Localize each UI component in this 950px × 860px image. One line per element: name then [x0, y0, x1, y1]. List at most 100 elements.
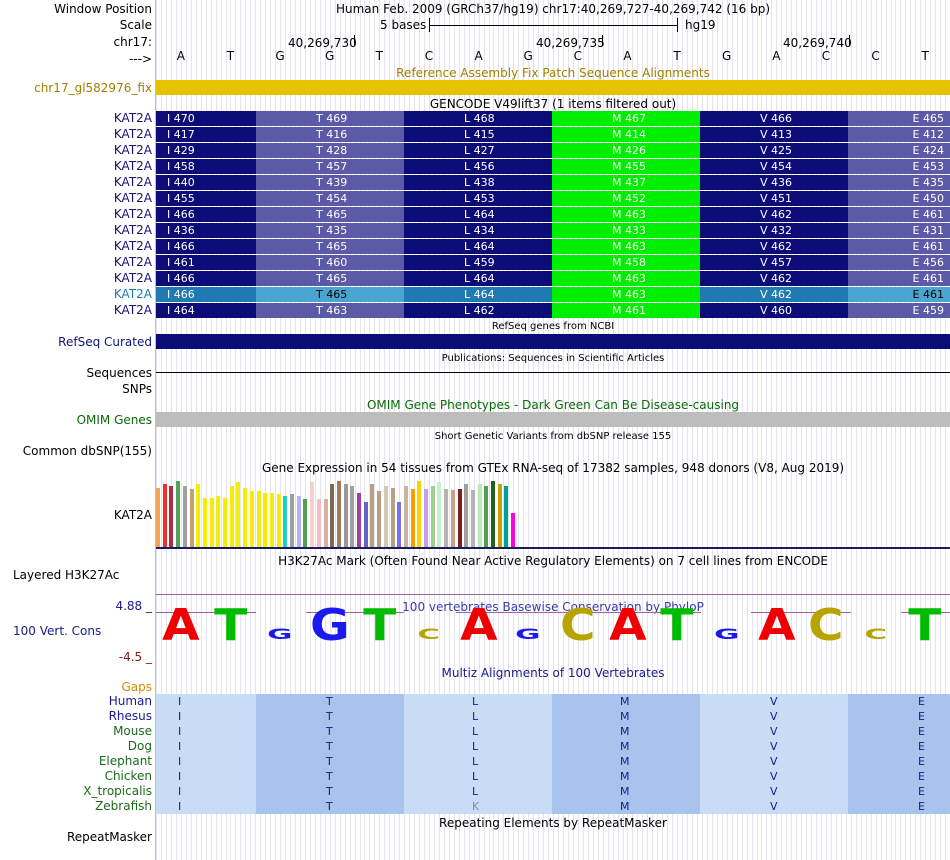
gtex-tissue-bar[interactable]: [477, 484, 482, 547]
omim-track-label[interactable]: OMIM Genes: [76, 413, 152, 427]
gtex-tissue-bar[interactable]: [202, 497, 207, 547]
gencode-gene-label[interactable]: KAT2A: [113, 287, 152, 301]
gtex-tissue-bar[interactable]: [457, 488, 462, 547]
repeatmasker-track-label[interactable]: RepeatMasker: [66, 830, 152, 844]
gencode-transcript-row[interactable]: I 466 T 465 L 464 M 463 V 462 E 461: [156, 239, 950, 254]
refseq-gene-bar[interactable]: [156, 334, 950, 349]
gtex-tissue-bar[interactable]: [209, 497, 214, 547]
dbsnp-track-label[interactable]: Common dbSNP(155): [22, 444, 152, 458]
gtex-tissue-bar[interactable]: [377, 490, 382, 547]
species-label[interactable]: Mouse: [113, 724, 152, 738]
species-label[interactable]: Elephant: [98, 754, 152, 768]
gencode-transcript-row[interactable]: I 466 T 465 L 464 M 463 V 462 E 461: [156, 207, 950, 222]
gtex-tissue-bar[interactable]: [430, 486, 435, 547]
gtex-tissue-bar[interactable]: [236, 482, 241, 547]
omim-bar[interactable]: [156, 412, 950, 427]
gtex-tissue-bar[interactable]: [357, 492, 361, 547]
gtex-tissue-bar[interactable]: [511, 512, 516, 547]
fix-patch-bar[interactable]: [156, 80, 950, 95]
h3k27ac-track-label[interactable]: Layered H3K27Ac: [13, 568, 120, 582]
gtex-tissue-bar[interactable]: [303, 499, 308, 547]
gtex-tissue-bar[interactable]: [370, 484, 375, 547]
sequences-track-label[interactable]: Sequences: [86, 366, 152, 380]
gtex-tissue-bar[interactable]: [189, 488, 194, 547]
gencode-transcript-row[interactable]: I 429 T 428 L 427 M 426 V 425 E 424: [156, 143, 950, 158]
gtex-tissue-bar[interactable]: [470, 490, 475, 547]
species-label[interactable]: Dog: [127, 739, 152, 753]
gtex-tissue-bar[interactable]: [450, 490, 455, 547]
gtex-tissue-bar[interactable]: [383, 486, 388, 547]
gtex-tissue-bar[interactable]: [249, 490, 254, 547]
gtex-tissue-bar[interactable]: [316, 499, 321, 547]
gtex-tissue-bar[interactable]: [276, 494, 281, 547]
gencode-transcript-row[interactable]: I 436 T 435 L 434 M 433 V 432 E 431: [156, 223, 950, 238]
gencode-transcript-row[interactable]: I 466 T 465 L 464 M 463 V 462 E 461: [156, 271, 950, 286]
gtex-tissue-bar[interactable]: [350, 486, 355, 547]
gtex-tissue-bar[interactable]: [444, 488, 449, 547]
gencode-gene-label[interactable]: KAT2A: [113, 239, 152, 253]
gtex-tissue-bar[interactable]: [283, 495, 288, 547]
gencode-gene-label[interactable]: KAT2A: [113, 143, 152, 157]
track-image[interactable]: Human Feb. 2009 (GRCh37/hg19) chr17:40,2…: [156, 0, 950, 860]
gtex-tissue-bar[interactable]: [491, 481, 495, 547]
gtex-tissue-bar[interactable]: [336, 481, 341, 547]
gtex-tissue-bar[interactable]: [343, 484, 348, 547]
gtex-tissue-bar[interactable]: [169, 485, 174, 547]
gencode-transcript-row[interactable]: I 470 T 469 L 468 M 467 V 466 E 465: [156, 111, 950, 126]
cons-track-label[interactable]: 100 Vert. Cons: [13, 624, 102, 638]
gtex-tissue-bar[interactable]: [269, 492, 274, 547]
gtex-tissue-bar[interactable]: [290, 494, 294, 547]
gtex-tissue-bar[interactable]: [182, 485, 187, 547]
gencode-gene-label[interactable]: KAT2A: [113, 303, 152, 317]
gtex-tissue-bar[interactable]: [363, 502, 368, 547]
gencode-gene-label[interactable]: KAT2A: [113, 159, 152, 173]
gencode-gene-label[interactable]: KAT2A: [113, 255, 152, 269]
gtex-tissue-bar[interactable]: [504, 486, 509, 547]
gtex-tissue-bar[interactable]: [223, 497, 227, 547]
gencode-gene-label[interactable]: KAT2A: [113, 127, 152, 141]
gtex-tissue-bar[interactable]: [156, 487, 160, 547]
gtex-tissue-bar[interactable]: [397, 502, 402, 547]
gtex-tissue-bar[interactable]: [403, 486, 408, 547]
gtex-tissue-bar[interactable]: [196, 483, 201, 547]
gtex-tissue-bar[interactable]: [263, 492, 268, 547]
species-label[interactable]: Chicken: [104, 769, 152, 783]
gtex-tissue-bar[interactable]: [243, 487, 248, 547]
refseq-track-label[interactable]: RefSeq Curated: [58, 335, 152, 349]
gtex-tissue-bar[interactable]: [296, 495, 301, 547]
gtex-tissue-bar[interactable]: [390, 487, 395, 547]
species-label[interactable]: X_tropicalis: [83, 784, 152, 798]
gtex-bar-chart[interactable]: [156, 476, 556, 547]
gtex-tissue-bar[interactable]: [229, 486, 234, 547]
species-label[interactable]: Human: [108, 694, 152, 708]
gtex-tissue-bar[interactable]: [176, 481, 181, 547]
gtex-tissue-bar[interactable]: [216, 495, 221, 547]
gencode-transcript-row[interactable]: I 466 T 465 L 464 M 463 V 462 E 461: [156, 287, 950, 302]
snps-track-label[interactable]: SNPs: [122, 382, 152, 396]
gtex-gene-label[interactable]: KAT2A: [113, 508, 152, 522]
gtex-tissue-bar[interactable]: [410, 488, 415, 547]
gtex-tissue-bar[interactable]: [310, 482, 315, 547]
gencode-transcript-row[interactable]: I 440 T 439 L 438 M 437 V 436 E 435: [156, 175, 950, 190]
gencode-gene-label[interactable]: KAT2A: [113, 223, 152, 237]
gtex-tissue-bar[interactable]: [256, 490, 261, 547]
gencode-transcript-row[interactable]: I 417 T 416 L 415 M 414 V 413 E 412: [156, 127, 950, 142]
species-label[interactable]: Rhesus: [108, 709, 152, 723]
gencode-gene-label[interactable]: KAT2A: [113, 207, 152, 221]
gtex-tissue-bar[interactable]: [330, 483, 335, 547]
gencode-transcript-row[interactable]: I 464 T 463 L 462 M 461 V 460 E 459: [156, 303, 950, 318]
gtex-tissue-bar[interactable]: [162, 484, 167, 547]
gencode-gene-label[interactable]: KAT2A: [113, 191, 152, 205]
gencode-gene-label[interactable]: KAT2A: [113, 271, 152, 285]
gencode-gene-label[interactable]: KAT2A: [113, 111, 152, 125]
gencode-transcript-row[interactable]: I 455 T 454 L 453 M 452 V 451 E 450: [156, 191, 950, 206]
gtex-tissue-bar[interactable]: [424, 488, 428, 547]
